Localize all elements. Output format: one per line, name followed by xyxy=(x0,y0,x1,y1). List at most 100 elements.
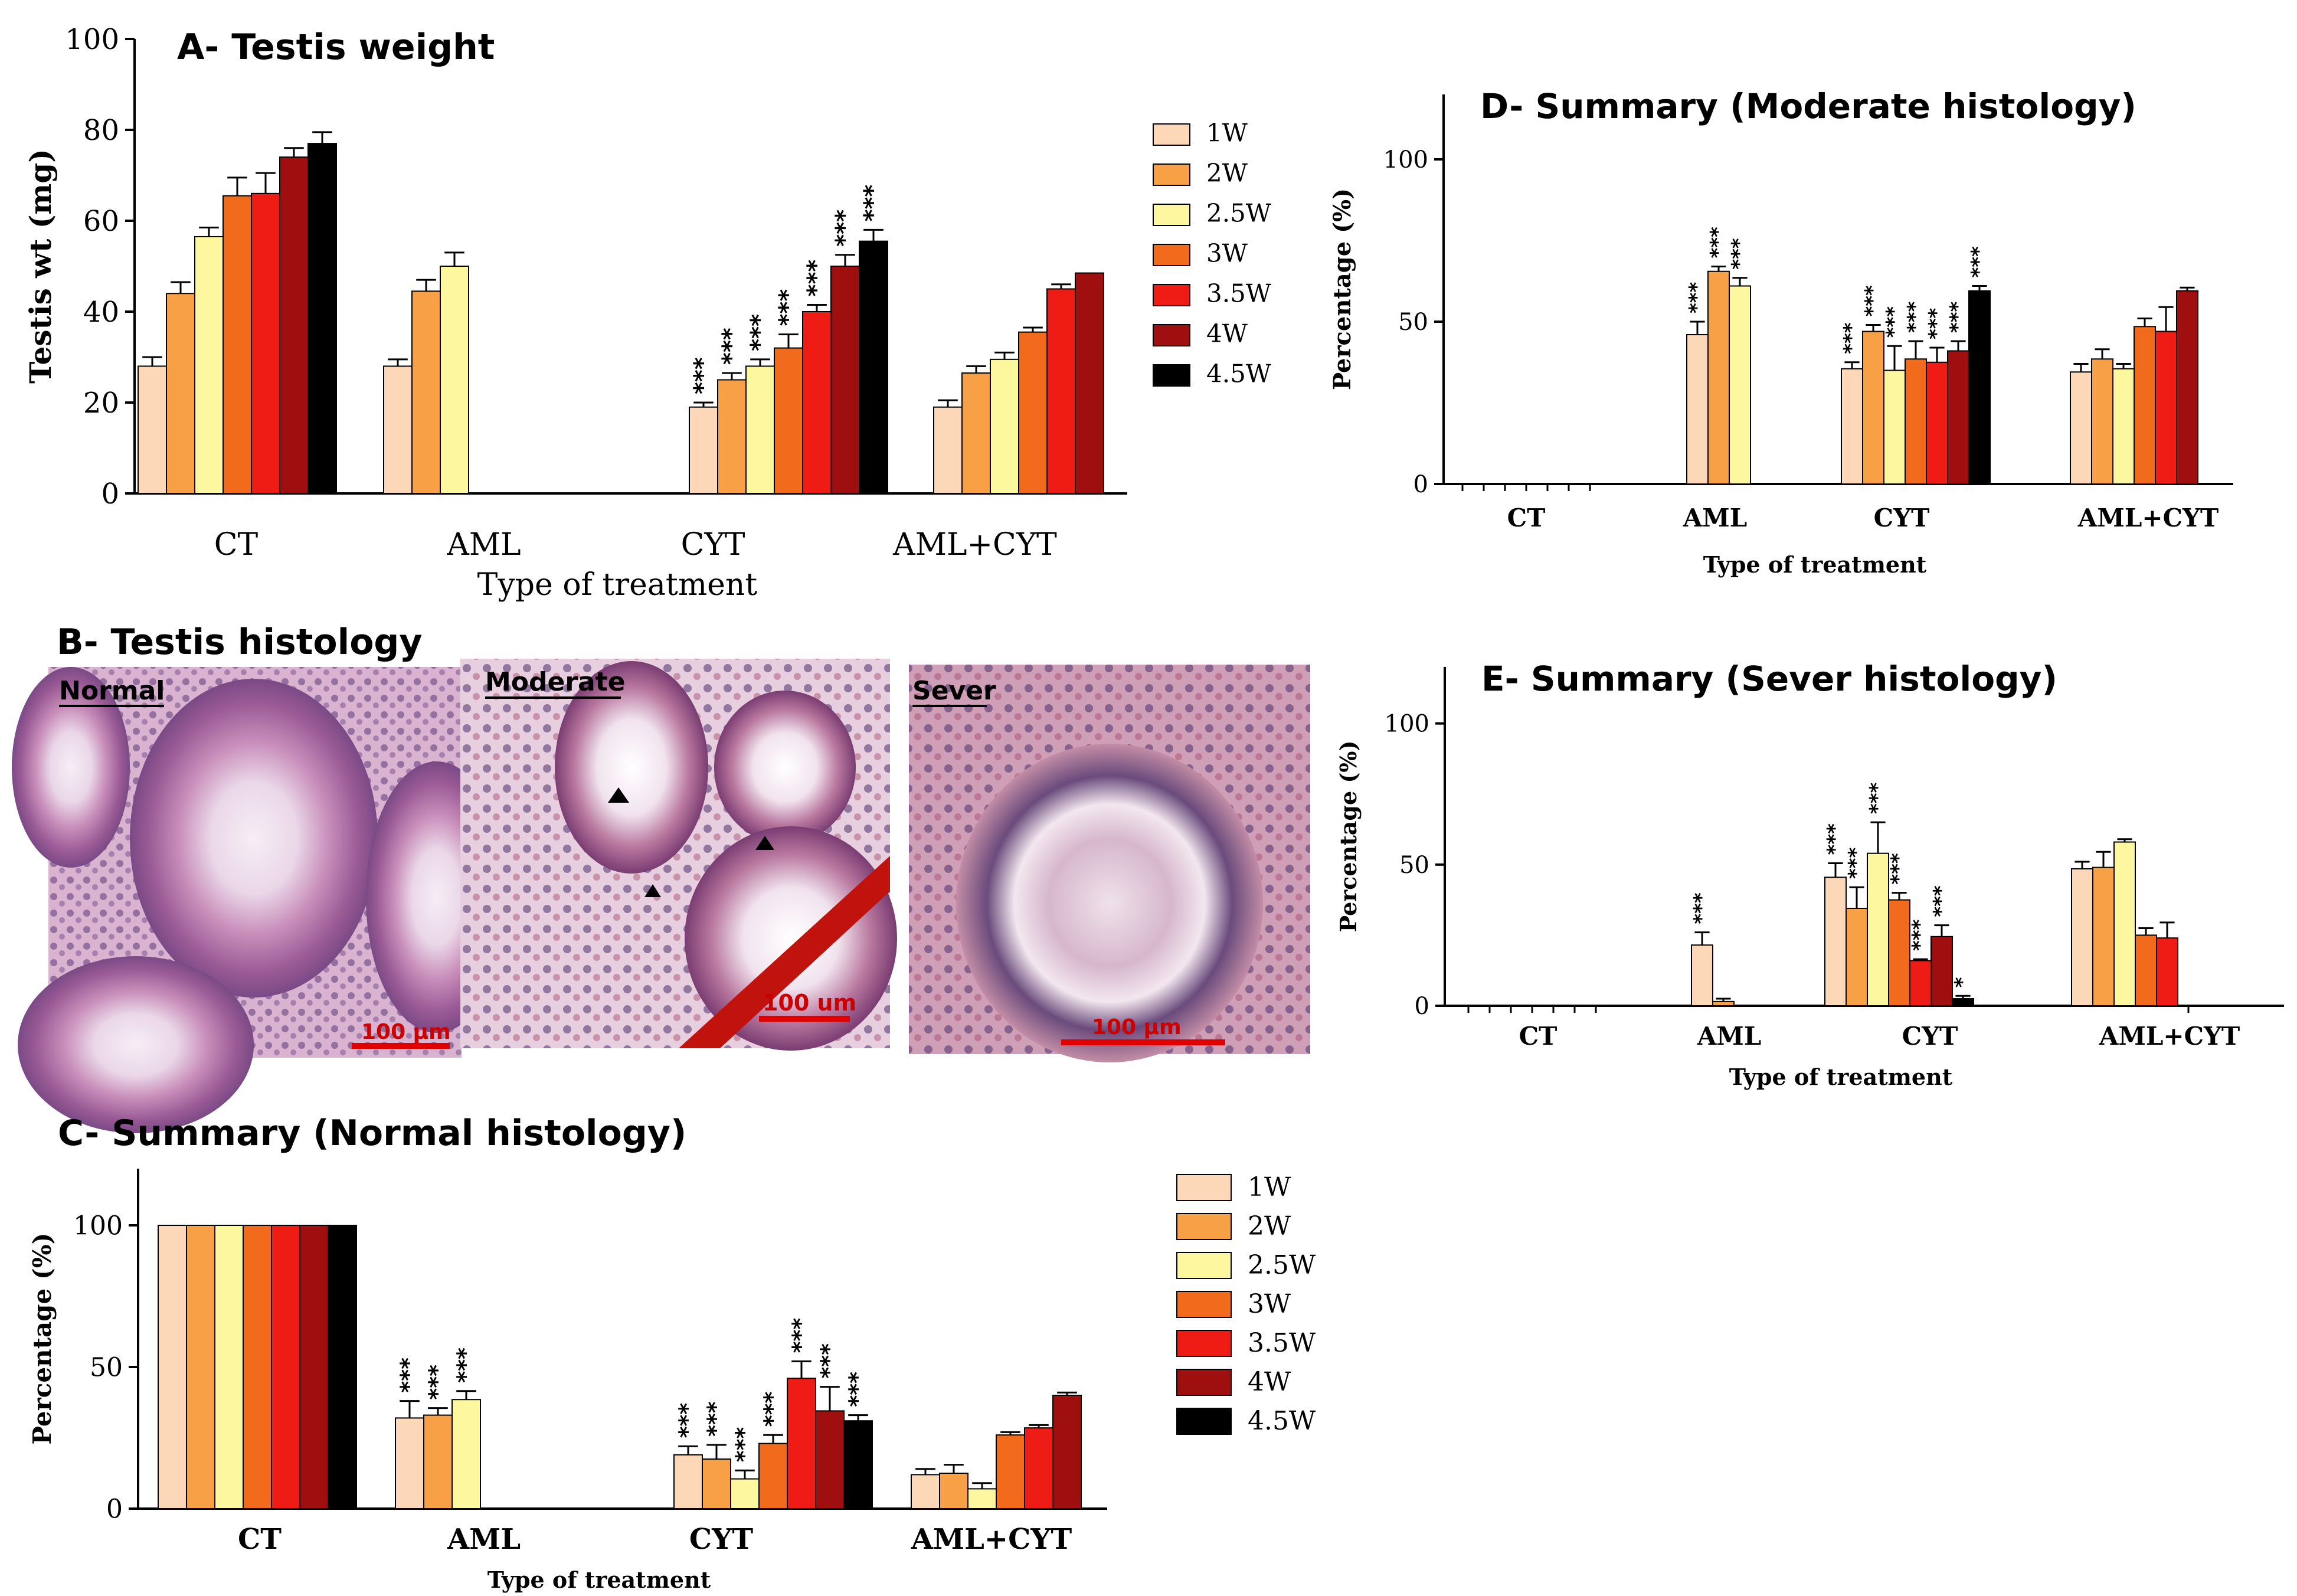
y-tick-label: 50 xyxy=(1398,309,1428,336)
category-label: AML+CYT xyxy=(911,1523,1072,1556)
chart-testis-weight: A- Testis weight 0 20 40 60 80 100 Testis wt (m… xyxy=(23,23,1272,603)
significance-mark: *** xyxy=(689,357,716,394)
chart-title: E- Summary (Sever histology) xyxy=(1481,659,2057,699)
bar-cyt-4W xyxy=(1947,350,1969,485)
significance-mark: *** xyxy=(1929,885,1953,917)
y-tick-label: 50 xyxy=(90,1352,123,1382)
y-tick-label: 0 xyxy=(106,1494,123,1524)
bar-aml-cyt-3W xyxy=(996,1434,1025,1509)
category-label: CYT xyxy=(681,527,745,562)
significance-mark: *** xyxy=(395,1358,421,1393)
y-tick-label: 100 xyxy=(1385,711,1429,738)
significance-mark: *** xyxy=(787,1318,813,1353)
bar-cyt-2W xyxy=(717,379,747,494)
y-axis-label: Percentage (%) xyxy=(1335,741,1362,933)
bar-cyt-4W xyxy=(830,266,860,494)
scale-label-sever: 100 µm xyxy=(1092,1015,1182,1039)
legend-swatch-1W xyxy=(1153,123,1190,146)
legend-swatch-4.5W xyxy=(1176,1408,1232,1435)
bar-aml-cyt-4W xyxy=(2176,290,2198,485)
bar-aml-cyt-3.5W xyxy=(2155,331,2177,485)
significance-mark: *** xyxy=(1844,848,1868,879)
category-label: CYT xyxy=(689,1523,753,1556)
legend-swatch-1W xyxy=(1176,1174,1232,1201)
significance-mark: *** xyxy=(1685,282,1709,313)
bar-aml-cyt-2.5W xyxy=(2112,368,2135,485)
micrograph-normal: Normal 100 µm xyxy=(12,667,508,1133)
significance-mark: *** xyxy=(803,260,830,297)
bar-cyt-1W xyxy=(1824,877,1847,1006)
legend-label: 3W xyxy=(1248,1289,1291,1319)
significance-mark: *** xyxy=(1823,823,1847,855)
histology-panel: B- Testis histology Normal 100 µm Mo xyxy=(12,622,1310,1133)
bar-aml-cyt-4W xyxy=(1075,272,1104,494)
bar-aml-cyt-1W xyxy=(2071,868,2093,1006)
category-label: AML+CYT xyxy=(2099,1022,2240,1051)
legend-swatch-3W xyxy=(1176,1291,1232,1318)
legend-swatch-3W xyxy=(1153,244,1190,266)
bar-cyt-3.5W xyxy=(1909,960,1932,1007)
significance-mark: *** xyxy=(452,1348,478,1383)
bar-ct-2.5W xyxy=(214,1225,244,1509)
bar-cyt-3.5W xyxy=(1926,361,1948,485)
bar-aml-1W xyxy=(1686,334,1709,485)
bar-aml-cyt-3W xyxy=(2135,934,2157,1006)
bar-cyt-4.5W xyxy=(859,240,888,494)
chart-sever-histology: E- Summary (Sever histology) 0 50 100 Percen… xyxy=(1335,659,2284,1090)
category-label: CT xyxy=(1519,1022,1557,1051)
bar-cyt-2.5W xyxy=(745,365,775,495)
legend-label: 2W xyxy=(1248,1211,1291,1241)
bar-ct-4W xyxy=(279,156,309,494)
bar-ct-2W xyxy=(166,293,195,494)
significance-mark: *** xyxy=(1967,246,1991,278)
category-label: CT xyxy=(214,527,259,562)
category-label: CYT xyxy=(1874,503,1930,532)
significance-mark: *** xyxy=(1882,306,1906,338)
bar-aml-cyt-2W xyxy=(939,1473,968,1509)
y-tick-label: 60 xyxy=(83,205,119,238)
bar-aml-2.5W xyxy=(451,1399,481,1509)
significance-mark: *** xyxy=(774,289,801,326)
bar-aml-cyt-4W xyxy=(1052,1395,1082,1509)
bar-cyt-4.5W xyxy=(1952,998,1974,1006)
legend-label: 3W xyxy=(1206,239,1248,268)
bar-cyt-3W xyxy=(774,347,803,494)
y-tick-label: 20 xyxy=(83,387,119,420)
legend: 1W 2W 2.5W 3W 3.5W 4W 4.5W xyxy=(1176,1172,1316,1436)
significance-mark: *** xyxy=(759,1391,785,1427)
legend-label: 4W xyxy=(1248,1367,1291,1397)
legend-label: 1W xyxy=(1248,1172,1291,1202)
bar-aml-cyt-1W xyxy=(2070,371,2092,485)
legend-label: 2.5W xyxy=(1248,1250,1316,1280)
significance-mark: *** xyxy=(1925,308,1948,339)
bar-aml-cyt-2W xyxy=(2092,866,2115,1007)
legend-swatch-2.5W xyxy=(1176,1252,1232,1279)
bar-ct-2.5W xyxy=(194,236,224,494)
significance-mark: *** xyxy=(1908,920,1932,951)
bar-cyt-4.5W xyxy=(1968,290,1991,485)
bar-ct-3.5W xyxy=(251,192,280,494)
bar-cyt-4.5W xyxy=(843,1420,873,1509)
bar-aml-2.5W xyxy=(440,266,469,494)
bar-aml-cyt-2.5W xyxy=(967,1488,997,1509)
bar-cyt-3.5W xyxy=(787,1378,816,1509)
scale-label-normal: 100 µm xyxy=(361,1020,451,1044)
significance-mark: *** xyxy=(1887,853,1910,885)
legend-swatch-2W xyxy=(1153,163,1190,186)
bar-aml-cyt-1W xyxy=(933,406,963,495)
significance-mark: *** xyxy=(1861,285,1884,317)
legend-label: 4W xyxy=(1206,319,1248,348)
bar-cyt-2.5W xyxy=(1867,852,1889,1006)
y-tick-label: 100 xyxy=(1383,146,1428,174)
bar-ct-4W xyxy=(299,1225,329,1509)
significance-mark: *** xyxy=(718,328,745,365)
bar-aml-1W xyxy=(395,1417,424,1509)
significance-mark: *** xyxy=(746,314,773,351)
y-tick-label: 40 xyxy=(83,296,119,329)
y-tick-label: 0 xyxy=(1413,471,1428,498)
chart-title: D- Summary (Moderate histology) xyxy=(1480,86,2136,126)
bar-ct-3W xyxy=(243,1225,272,1509)
bar-ct-4.5W xyxy=(307,143,337,495)
x-axis-label: Type of treatment xyxy=(1703,551,1927,578)
y-tick-label: 100 xyxy=(73,1211,123,1241)
